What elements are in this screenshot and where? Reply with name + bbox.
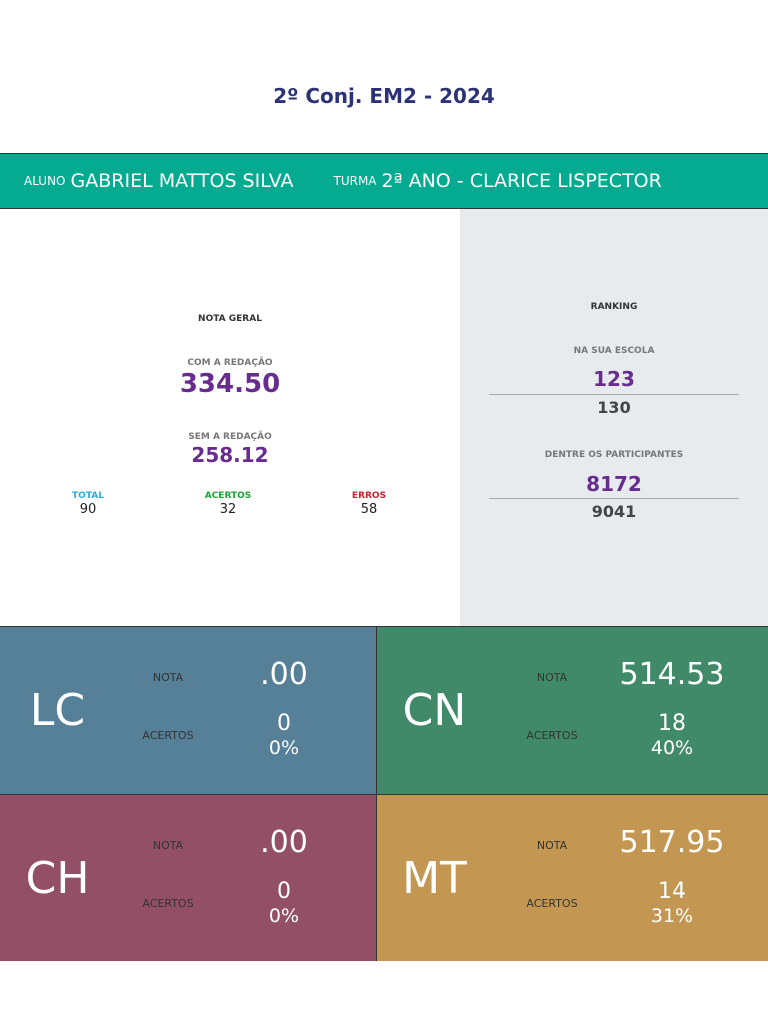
nota-geral-label: NOTA GERAL: [198, 314, 262, 324]
acertos-value: 14: [658, 879, 686, 904]
page-title: 2º Conj. EM2 - 2024: [273, 84, 495, 108]
nota-value: 514.53: [619, 657, 725, 692]
acertos-label: ACERTOS: [526, 729, 578, 742]
com-redacao-value: 334.50: [179, 369, 281, 399]
erros-value: 58: [360, 502, 378, 517]
area-abbr: CN: [402, 685, 467, 736]
ranking-label: RANKING: [590, 302, 638, 312]
acertos-percent: 0%: [268, 905, 300, 927]
nota-value: .00: [260, 825, 308, 860]
area-tiles: LC NOTA .00 ACERTOS 0 0% CN NOTA 514.53 …: [0, 626, 768, 961]
participantes-label: DENTRE OS PARTICIPANTES: [544, 450, 684, 460]
class-name: 2ª ANO - CLARICE LISPECTOR: [381, 170, 662, 192]
sem-redacao-value: 258.12: [191, 443, 269, 467]
nota-label: NOTA: [536, 839, 568, 852]
acertos-percent: 31%: [650, 905, 694, 927]
area-tile-mt: MT NOTA 517.95 ACERTOS 14 31%: [377, 794, 768, 961]
participantes-position: 8172: [586, 472, 642, 496]
area-abbr: CH: [25, 853, 90, 904]
acertos-label: ACERTOS: [204, 491, 252, 501]
com-redacao-label: COM A REDAÇÃO: [187, 358, 273, 368]
area-abbr: MT: [402, 853, 467, 904]
nota-label: NOTA: [152, 671, 184, 684]
acertos-percent: 40%: [650, 737, 694, 759]
total-value: 90: [79, 502, 97, 517]
acertos-value: 0: [277, 879, 291, 904]
aluno-label: ALUNO: [24, 174, 66, 188]
escola-total: 130: [597, 398, 631, 417]
ranking-panel: RANKING NA SUA ESCOLA 123 130 DENTRE OS …: [460, 209, 768, 626]
total-label: TOTAL: [72, 491, 104, 501]
acertos-label: ACERTOS: [142, 729, 194, 742]
escola-label: NA SUA ESCOLA: [573, 346, 655, 356]
acertos-value: 18: [658, 711, 686, 736]
erros-label: ERROS: [351, 491, 387, 501]
nota-label: NOTA: [536, 671, 568, 684]
escola-position: 123: [593, 367, 635, 391]
acertos-label: ACERTOS: [526, 897, 578, 910]
acertos-value: 32: [219, 502, 237, 517]
area-tile-cn: CN NOTA 514.53 ACERTOS 18 40%: [377, 627, 768, 794]
area-tile-ch: CH NOTA .00 ACERTOS 0 0%: [0, 794, 377, 961]
student-name: GABRIEL MATTOS SILVA: [70, 170, 294, 192]
sem-redacao-label: SEM A REDAÇÃO: [188, 432, 272, 442]
nota-value: 517.95: [619, 825, 725, 860]
area-abbr: LC: [29, 685, 86, 736]
divider: [489, 498, 739, 499]
participantes-total: 9041: [591, 502, 637, 521]
acertos-value: 0: [277, 711, 291, 736]
acertos-percent: 0%: [268, 737, 300, 759]
turma-label: TURMA: [333, 174, 377, 188]
area-tile-lc: LC NOTA .00 ACERTOS 0 0%: [0, 627, 377, 794]
nota-geral-panel: NOTA GERAL COM A REDAÇÃO 334.50 SEM A RE…: [0, 209, 460, 626]
nota-value: .00: [260, 657, 308, 692]
acertos-label: ACERTOS: [142, 897, 194, 910]
nota-label: NOTA: [152, 839, 184, 852]
student-bar: ALUNO GABRIEL MATTOS SILVA TURMA 2ª ANO …: [0, 153, 768, 209]
divider: [489, 394, 739, 395]
